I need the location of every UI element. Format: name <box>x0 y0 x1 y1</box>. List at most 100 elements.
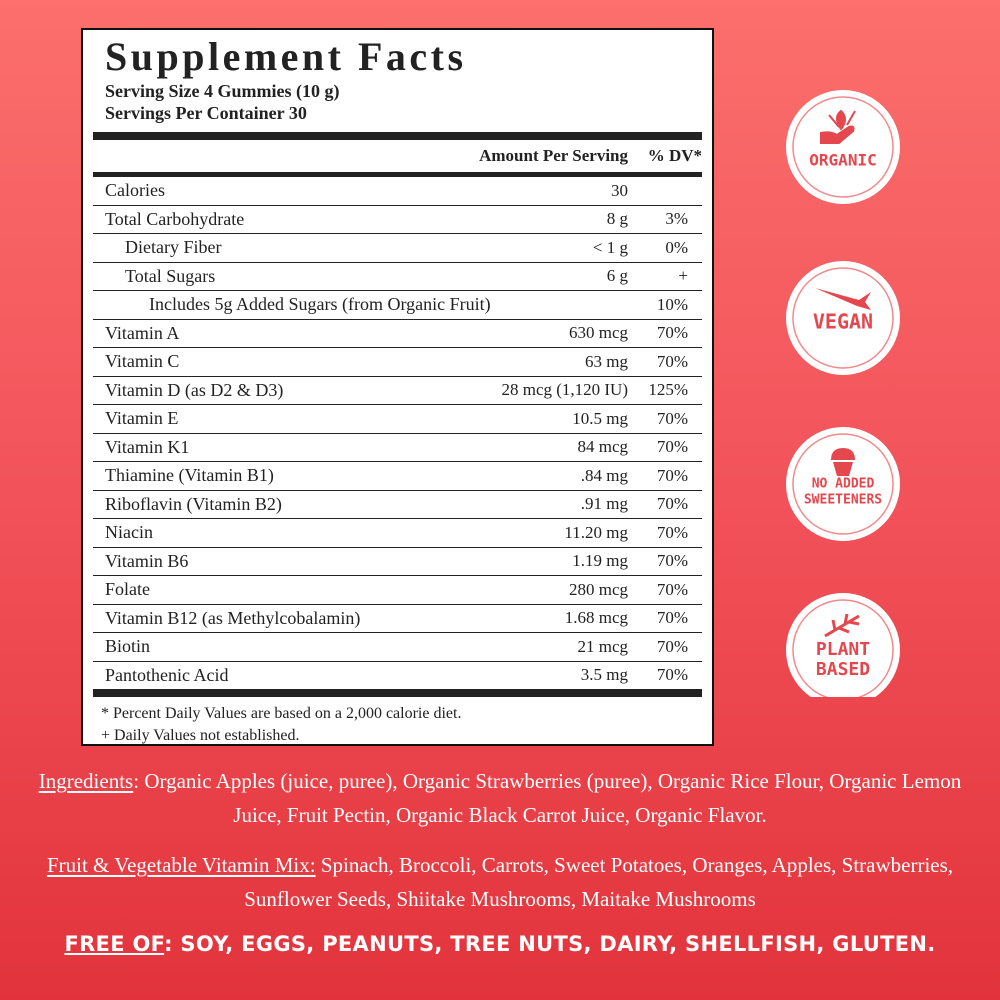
nutrient-name: Vitamin A <box>105 322 180 343</box>
daily-value: 70% <box>656 408 688 428</box>
fact-row: Vitamin A 630 mcg 70% <box>93 320 702 348</box>
vitamin-mix: Fruit & Vegetable Vitamin Mix: Spinach, … <box>20 848 980 916</box>
amount: 21 mcg <box>577 636 628 656</box>
vitamin-mix-label: Fruit & Vegetable Vitamin Mix: <box>46 853 316 877</box>
nutrient-name: Total Sugars <box>125 265 216 286</box>
daily-value: 70% <box>656 323 688 343</box>
footnote: + Daily Values not established. <box>101 727 300 744</box>
amount: < 1 g <box>592 237 628 257</box>
servings-per-container: Servings Per Container 30 <box>105 103 307 123</box>
fact-row: Vitamin D (as D2 & D3) 28 mcg (1,120 IU) 1… <box>93 377 702 405</box>
header-dv: % DV* <box>647 146 702 165</box>
badge: NO ADDED SWEETENERS <box>786 427 900 541</box>
nutrient-name: Pantothenic Acid <box>105 664 229 685</box>
badge-text: BASED <box>816 659 870 680</box>
amount: 10.5 mg <box>572 408 628 428</box>
daily-value: + <box>678 266 688 286</box>
thick-rule <box>93 172 702 177</box>
free-of-label: FREE OF <box>64 932 165 956</box>
fact-row: Vitamin K1 84 mcg 70% <box>93 434 702 462</box>
free-of: FREE OF: SOY, EGGS, PEANUTS, TREE NUTS, … <box>0 932 1000 956</box>
amount: 8 g <box>606 209 628 229</box>
daily-value: 70% <box>656 579 688 599</box>
nutrient-name: Biotin <box>105 636 151 657</box>
free-of-text: : SOY, EGGS, PEANUTS, TREE NUTS, DAIRY, … <box>164 932 936 956</box>
ingredients-text: : Organic Apples (juice, puree), Organic… <box>133 769 962 827</box>
daily-value: 0% <box>665 237 688 257</box>
nutrient-name: Vitamin E <box>105 408 179 429</box>
nutrient-name: Riboflavin (Vitamin B2) <box>105 493 282 514</box>
vitamin-mix-text: Spinach, Broccoli, Carrots, Sweet Potato… <box>244 853 954 911</box>
amount: 630 mcg <box>568 323 628 343</box>
facts-rows: Calories 30 Total Carbohydrate 8 g 3% Dietary… <box>93 177 702 689</box>
fact-row: Thiamine (Vitamin B1) .84 mg 70% <box>93 462 702 491</box>
fact-row: Total Sugars 6 g + <box>93 263 702 291</box>
ingredients: Ingredients: Organic Apples (juice, pure… <box>20 764 980 832</box>
fact-row: Biotin 21 mcg 70% <box>93 633 702 662</box>
fact-row: Folate 280 mcg 70% <box>93 576 702 605</box>
nutrient-name: Folate <box>105 579 150 600</box>
fact-row: Includes 5g Added Sugars (from Organic F… <box>93 291 702 320</box>
badge-text: ORGANIC <box>809 151 876 170</box>
badge-text: SWEETENERS <box>804 493 882 508</box>
fact-row: Dietary Fiber < 1 g 0% <box>93 234 702 263</box>
amount: 280 mcg <box>568 579 628 599</box>
nutrient-name: Vitamin D (as D2 & D3) <box>105 379 284 400</box>
nutrient-name: Vitamin B6 <box>105 550 189 571</box>
footnote: * Percent Daily Values are based on a 2,… <box>101 705 462 722</box>
daily-value: 70% <box>656 551 688 571</box>
daily-value: 70% <box>656 494 688 514</box>
badge: PLANT BASED <box>786 593 900 697</box>
facts-inner: Supplement Facts Serving Size 4 Gummies … <box>93 30 702 747</box>
nutrient-name: Dietary Fiber <box>125 237 222 258</box>
nutrient-name: Total Carbohydrate <box>105 208 245 229</box>
daily-value: 70% <box>656 608 688 628</box>
amount: .91 mg <box>580 494 628 514</box>
daily-value: 70% <box>656 437 688 457</box>
daily-value: 70% <box>656 665 688 685</box>
daily-value: 70% <box>656 522 688 542</box>
daily-value: 125% <box>648 380 688 400</box>
daily-value: 70% <box>656 636 688 656</box>
fact-row: Riboflavin (Vitamin B2) .91 mg 70% <box>93 491 702 519</box>
amount: 6 g <box>606 266 628 286</box>
header-amount: Amount Per Serving <box>479 146 628 165</box>
fact-row: Niacin 11.20 mg 70% <box>93 519 702 548</box>
daily-value: 70% <box>656 465 688 485</box>
facts-title: Supplement Facts <box>105 34 467 79</box>
badge: VEGAN <box>786 261 900 375</box>
fact-row: Vitamin B12 (as Methylcobalamin) 1.68 mcg… <box>93 605 702 633</box>
badge-text: VEGAN <box>813 310 873 334</box>
column-header: Amount Per Serving % DV* <box>93 140 702 172</box>
amount: 11.20 mg <box>564 522 628 542</box>
fact-row: Total Carbohydrate 8 g 3% <box>93 206 702 234</box>
daily-value: 3% <box>665 209 688 229</box>
badges: ORGANIC VEGAN NO ADDED SWEETENERS PLANT … <box>786 90 900 697</box>
facts-panel: Supplement Facts Serving Size 4 Gummies … <box>81 28 714 746</box>
nutrient-name: Includes 5g Added Sugars (from Organic F… <box>149 294 491 315</box>
amount: 63 mg <box>585 351 628 371</box>
badge-text: PLANT <box>816 639 870 660</box>
amount: 84 mcg <box>577 437 628 457</box>
fact-row: Vitamin E 10.5 mg 70% <box>93 405 702 434</box>
amount: .84 mg <box>580 465 628 485</box>
fact-row: Calories 30 <box>93 177 702 206</box>
serving-size: Serving Size 4 Gummies (10 g) <box>105 81 340 101</box>
ingredients-label: Ingredients <box>38 769 134 793</box>
fact-row: Vitamin C 63 mg 70% <box>93 348 702 377</box>
badge: ORGANIC <box>786 90 900 204</box>
amount: 28 mcg (1,120 IU) <box>501 380 628 400</box>
fact-row: Vitamin B6 1.19 mg 70% <box>93 548 702 576</box>
daily-value: 70% <box>656 351 688 371</box>
nutrient-name: Niacin <box>105 522 153 543</box>
daily-value: 10% <box>656 294 688 314</box>
fact-row: Pantothenic Acid 3.5 mg 70% <box>93 662 702 690</box>
amount: 3.5 mg <box>580 665 628 685</box>
amount: 1.68 mcg <box>564 608 628 628</box>
amount: 30 <box>611 180 628 200</box>
thick-rule <box>93 132 702 140</box>
amount: 1.19 mg <box>572 551 628 571</box>
thick-rule <box>93 689 702 697</box>
nutrient-name: Vitamin B12 (as Methylcobalamin) <box>105 607 361 628</box>
